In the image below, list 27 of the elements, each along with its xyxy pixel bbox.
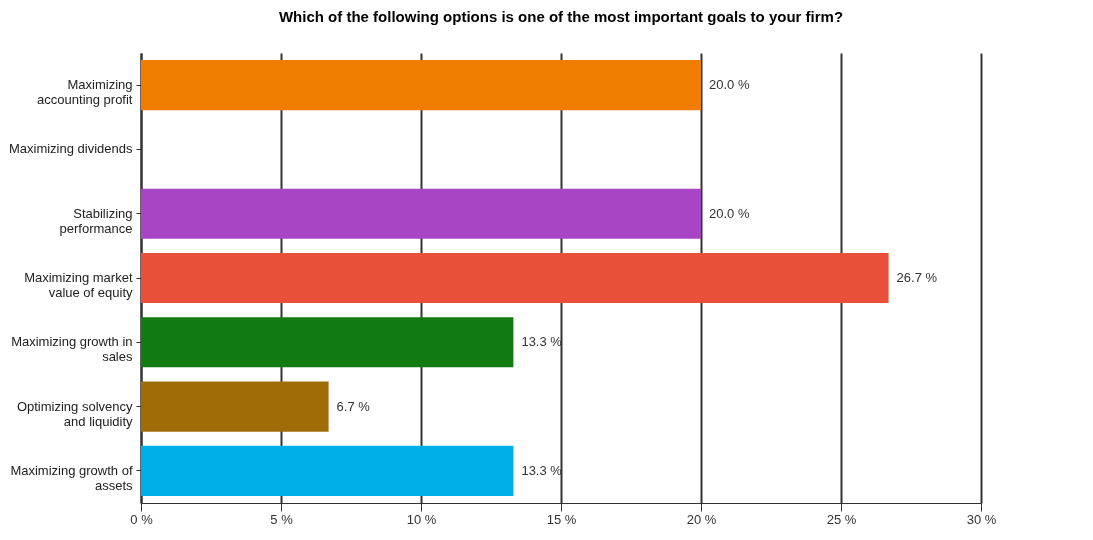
x-tick-label: 0 % bbox=[130, 511, 154, 527]
chart-title: Which of the following options is one of the most important goals to your firm? bbox=[278, 8, 844, 25]
x-tick-label: 30 % bbox=[966, 511, 997, 527]
y-tick-label: Optimizing solvency and liquidity bbox=[16, 398, 133, 429]
data-label: 13.3 % bbox=[521, 462, 563, 478]
y-tick-label: Maximizing growth of assets bbox=[10, 462, 133, 493]
data-label: 6.7 % bbox=[336, 398, 371, 414]
data-label: 20.0 % bbox=[709, 205, 750, 221]
bar bbox=[141, 188, 701, 239]
data-label: 13.3 % bbox=[521, 334, 563, 350]
bar bbox=[141, 252, 889, 304]
x-tick-label: 10 % bbox=[406, 511, 437, 527]
x-tick-label: 20 % bbox=[686, 511, 717, 527]
x-tick-label: 5 % bbox=[270, 511, 294, 527]
y-tick-label: Maximizing dividends bbox=[8, 141, 133, 157]
bar bbox=[141, 60, 701, 111]
y-tick-label: Maximizing growth in sales bbox=[11, 334, 133, 365]
bar bbox=[141, 445, 514, 496]
bar bbox=[141, 317, 514, 368]
bar bbox=[141, 381, 329, 432]
y-tick-label: Maximizing accounting profit bbox=[37, 77, 133, 108]
data-label: 26.7 % bbox=[896, 270, 938, 285]
y-tick-label: Stabilizing performance bbox=[59, 205, 133, 236]
data-label: 20.0 % bbox=[709, 77, 750, 93]
y-tick-label: Maximizing market value of equity bbox=[24, 270, 133, 300]
x-tick-label: 15 % bbox=[546, 511, 577, 527]
x-tick-label: 25 % bbox=[826, 511, 857, 527]
